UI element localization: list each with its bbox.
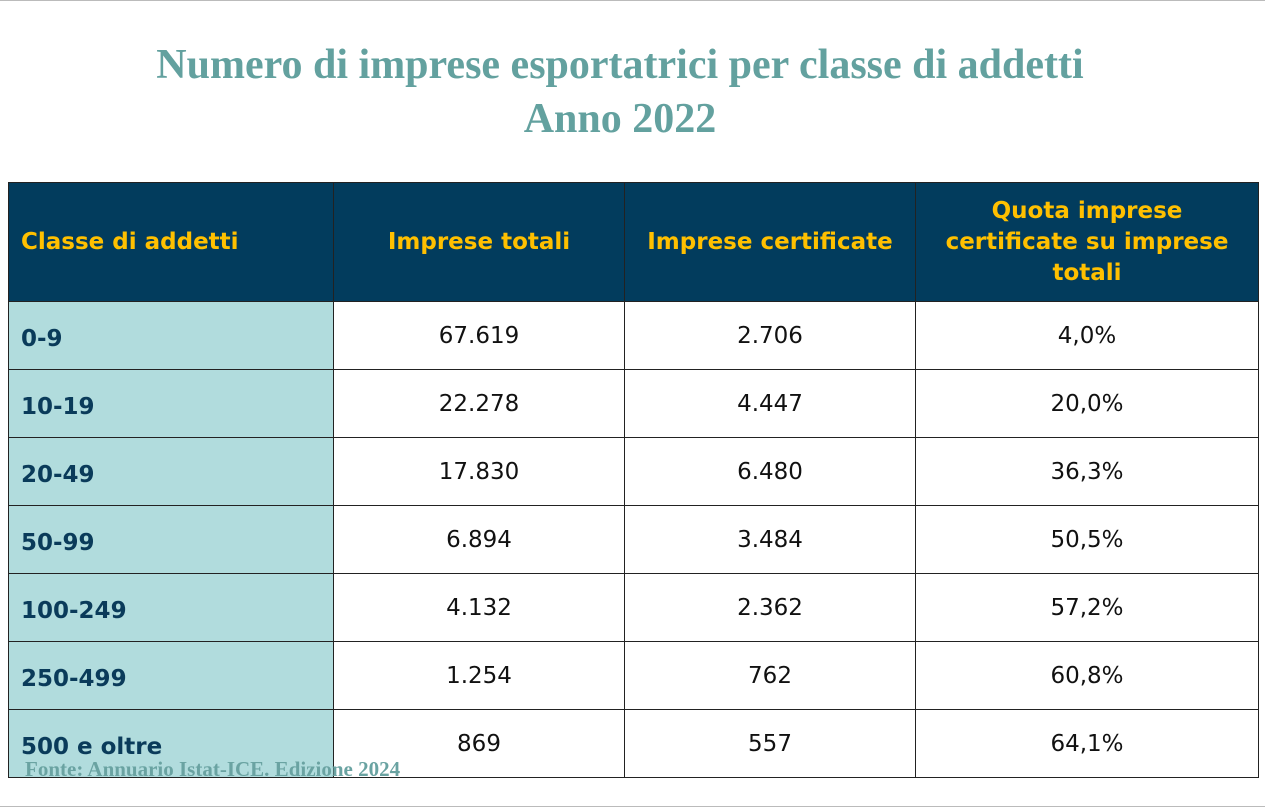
table-row: 100-249 4.132 2.362 57,2% [8, 573, 1259, 642]
row-label: 50-99 [8, 505, 334, 574]
table-cell: 762 [624, 641, 916, 710]
header-row: Classe di addetti Imprese totali Imprese c… [8, 182, 1259, 302]
table-cell: 57,2% [915, 573, 1259, 642]
title: Numero di imprese esportatrici per class… [0, 38, 1240, 146]
table-cell: 869 [333, 709, 625, 778]
row-label: 250-499 [8, 641, 334, 710]
table-row: 500 e oltre 869 557 64,1% [8, 709, 1259, 778]
row-label: 0-9 [8, 301, 334, 370]
column-header: Quota imprese certificate su imprese tot… [915, 182, 1259, 302]
table-cell: 50,5% [915, 505, 1259, 574]
column-header: Imprese totali [333, 182, 625, 302]
table-row: 10-19 22.278 4.447 20,0% [8, 369, 1259, 438]
table-cell: 3.484 [624, 505, 916, 574]
row-label: 500 e oltre [8, 709, 334, 778]
table-cell: 22.278 [333, 369, 625, 438]
table-cell: 60,8% [915, 641, 1259, 710]
table-row: 0-9 67.619 2.706 4,0% [8, 301, 1259, 370]
table-row: 20-49 17.830 6.480 36,3% [8, 437, 1259, 506]
row-label: 100-249 [8, 573, 334, 642]
table-cell: 64,1% [915, 709, 1259, 778]
table-cell: 557 [624, 709, 916, 778]
title-line: Anno 2022 [523, 96, 717, 142]
source: Fonte: Annuario Istat-ICE. Edizione 2024 [25, 757, 401, 781]
table-row: 250-499 1.254 762 60,8% [8, 641, 1259, 710]
table-cell: 17.830 [333, 437, 625, 506]
table-cell: 67.619 [333, 301, 625, 370]
table-cell: 36,3% [915, 437, 1259, 506]
row-label: 10-19 [8, 369, 334, 438]
row-label: 20-49 [8, 437, 334, 506]
table-cell: 20,0% [915, 369, 1259, 438]
table-cell: 4.447 [624, 369, 916, 438]
table-cell: 4.132 [333, 573, 625, 642]
table: Classe di addetti Imprese totali Imprese c… [8, 182, 1259, 778]
table-cell: 6.480 [624, 437, 916, 506]
table-cell: 1.254 [333, 641, 625, 710]
table-cell: 4,0% [915, 301, 1259, 370]
table-cell: 2.706 [624, 301, 916, 370]
title-line: Numero di imprese esportatrici per class… [156, 42, 1084, 88]
column-header: Classe di addetti [8, 182, 334, 302]
table-body: 0-9 67.619 2.706 4,0% 10-19 22.278 4.447 20,0% 2… [8, 301, 1259, 778]
table-cell: 2.362 [624, 573, 916, 642]
table-row: 50-99 6.894 3.484 50,5% [8, 505, 1259, 574]
column-header: Imprese certificate [624, 182, 916, 302]
table-cell: 6.894 [333, 505, 625, 574]
